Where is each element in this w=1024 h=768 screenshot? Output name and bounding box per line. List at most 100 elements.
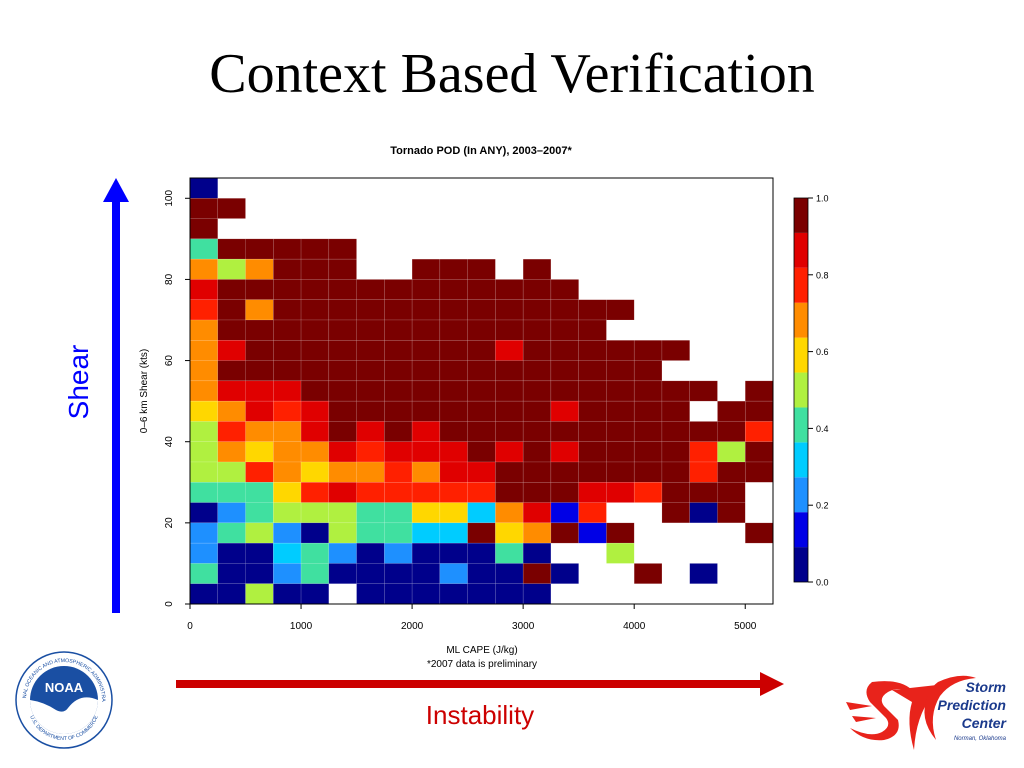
heatmap-cell (300, 482, 330, 503)
heatmap-cell (411, 482, 441, 503)
heatmap-cell (467, 380, 496, 402)
x-tick-label: 5000 (734, 621, 757, 632)
heatmap-cell (384, 441, 413, 463)
heatmap-cell (522, 461, 552, 483)
heatmap-cell (661, 421, 690, 442)
heatmap-cell (189, 360, 219, 382)
spc-logo: Storm Prediction Center Norman, Oklahoma (846, 675, 1008, 750)
heatmap-cell (273, 319, 302, 341)
heatmap-cell (522, 542, 552, 564)
heatmap-cell (661, 380, 690, 402)
heatmap-cell (495, 360, 524, 382)
heatmap-cell (411, 583, 441, 605)
heatmap-cell (356, 340, 385, 361)
x-axis-label: ML CAPE (J/kg) (446, 645, 517, 656)
heatmap-cell (189, 441, 219, 463)
heatmap-cell (384, 461, 413, 483)
heatmap-cell (273, 522, 302, 544)
heatmap-cell (245, 542, 274, 564)
heatmap-cell (356, 319, 385, 341)
heatmap-cell (384, 583, 413, 605)
heatmap-cell (189, 421, 219, 442)
heatmap-cell (717, 400, 746, 422)
heatmap-cell (467, 299, 496, 321)
heatmap-cell (273, 441, 302, 463)
heatmap-cell (300, 360, 330, 382)
heatmap-cell (522, 400, 552, 422)
heatmap-cell (273, 299, 302, 321)
heatmap-cell (217, 238, 246, 260)
heatmap-cell (411, 380, 441, 402)
heatmap-cell (467, 563, 496, 584)
heatmap-cell (273, 542, 302, 564)
heatmap-cell (384, 542, 413, 564)
spc-s-mark-icon (850, 681, 914, 741)
colorbar-segment (794, 442, 808, 478)
colorbar-segment (794, 512, 808, 548)
heatmap-cell (300, 542, 330, 564)
heatmap-cell (578, 360, 607, 382)
colorbar-tick-label: 0.8 (816, 270, 829, 280)
heatmap-cell (689, 461, 718, 483)
x-tick-label: 3000 (512, 621, 535, 632)
heatmap-cell (550, 380, 579, 402)
heatmap-cell (550, 299, 579, 321)
heatmap-cell (273, 279, 302, 300)
heatmap-cell (744, 522, 774, 544)
heatmap-cell (550, 482, 579, 503)
x-tick-label: 4000 (623, 621, 646, 632)
x-tick-label: 2000 (401, 621, 424, 632)
heatmap-cell (245, 441, 274, 463)
noaa-logo: NATIONAL OCEANIC AND ATMOSPHERIC ADMINIS… (14, 650, 113, 749)
heatmap-cell (550, 421, 579, 442)
heatmap-cell (245, 258, 274, 280)
spc-name-line1: Storm (966, 679, 1006, 695)
heatmap-cell (245, 421, 274, 442)
heatmap-cell (522, 380, 552, 402)
x-tick-label: 1000 (290, 621, 313, 632)
heatmap-cell (356, 441, 385, 463)
heatmap-cell (273, 583, 302, 605)
heatmap-cell (411, 441, 441, 463)
heatmap-cell (273, 340, 302, 361)
heatmap-cell (578, 299, 607, 321)
heatmap-cell (578, 340, 607, 361)
heatmap-cell (328, 461, 357, 483)
heatmap-cell (495, 441, 524, 463)
heatmap-cell (245, 461, 274, 483)
heatmap-cell (245, 522, 274, 544)
heatmap-cell (217, 482, 246, 503)
heatmap-cell (384, 340, 413, 361)
heatmap-cell (300, 299, 330, 321)
x-tick-label: 0 (187, 621, 193, 632)
heatmap-cell (245, 340, 274, 361)
colorbar: 0.0 0.2 0.4 0.6 0.8 1.0 (793, 194, 829, 588)
heatmap-cell (217, 441, 246, 463)
heatmap-cell (328, 441, 357, 463)
heatmap-cell (467, 421, 496, 442)
heatmap-cell (300, 340, 330, 361)
heatmap-cell (245, 563, 274, 584)
heatmap-cell (578, 421, 607, 442)
heatmap-cell (633, 340, 663, 361)
heatmap-cell (328, 340, 357, 361)
heatmap-cell (384, 360, 413, 382)
heatmap-cell (328, 482, 357, 503)
heatmap-cell (550, 522, 579, 544)
heatmap-cell (328, 360, 357, 382)
heatmap-cell (245, 583, 274, 605)
heatmap-cell (439, 461, 468, 483)
heatmap-cell (356, 400, 385, 422)
colorbar-segment (794, 477, 808, 513)
heatmap-cell (217, 563, 246, 584)
heatmap-cell (273, 258, 302, 280)
heatmap-cell (439, 400, 468, 422)
heatmap-cell (633, 482, 663, 503)
noaa-bird-icon (30, 697, 98, 734)
heatmap-cell (273, 421, 302, 442)
colorbar-tick-label: 1.0 (816, 194, 829, 204)
heatmap-cell (495, 542, 524, 564)
heatmap-cell (522, 258, 552, 280)
heatmap-cell (300, 279, 330, 300)
colorbar-tick-label: 0.2 (816, 501, 829, 511)
